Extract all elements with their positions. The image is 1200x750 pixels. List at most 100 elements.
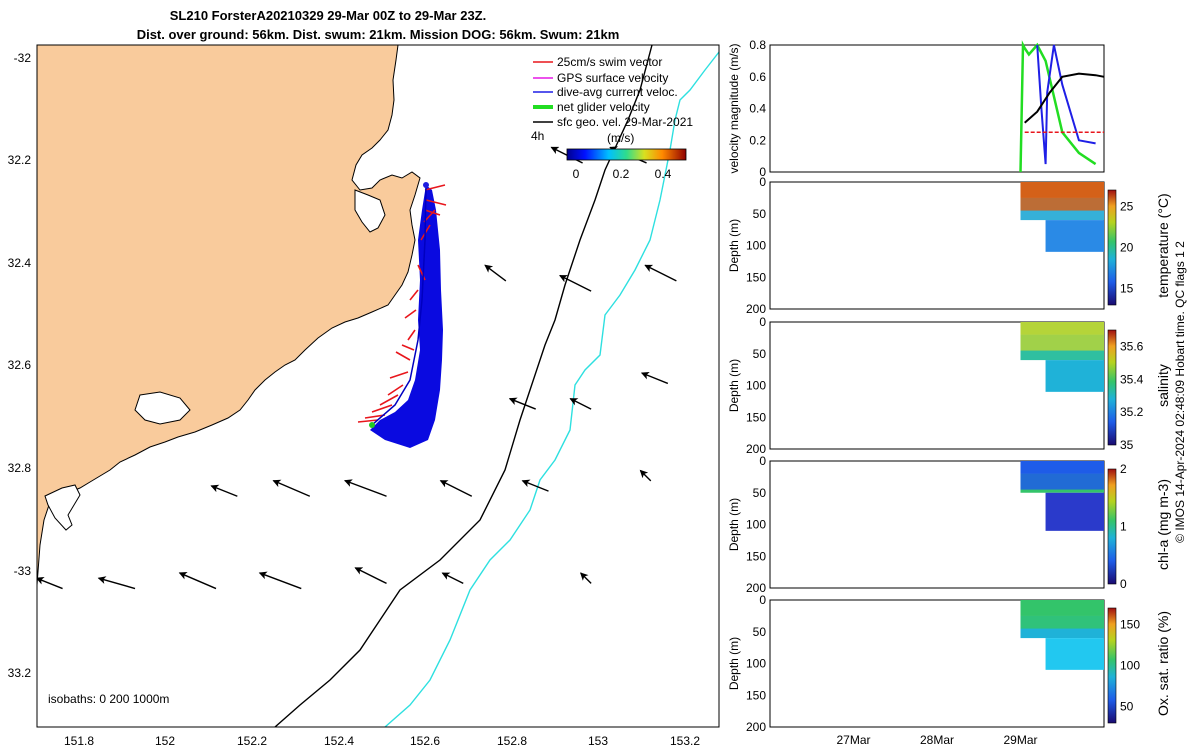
panel-y-tick: 150 (746, 549, 766, 563)
colorbar-tick: 1 (1120, 520, 1127, 534)
panel-y-tick: 0 (759, 175, 766, 189)
legend-note-4h: 4h (531, 129, 544, 143)
geo-vector-arrow (210, 484, 238, 497)
panel-y-tick: 0.6 (749, 70, 766, 84)
colorbar-tick: 35.2 (1120, 405, 1144, 419)
isobath-1000m (384, 51, 719, 727)
geo-vector-arrow (644, 264, 677, 282)
geo-vector-arrow (441, 572, 464, 585)
panel-y-tick: 0 (759, 593, 766, 607)
profile-field-band (1045, 220, 1104, 252)
map-x-tick: 152.6 (410, 734, 440, 748)
profile-field-surface (1020, 461, 1104, 490)
panel-3: 0 50 100 150 200 0 1 2 chl-a (mg m-3) Depth (m) (727, 454, 1171, 595)
geo-vector-arrow (258, 571, 302, 590)
panel-y-tick: 200 (746, 720, 766, 734)
map-y-tick: 32.8 (8, 461, 32, 475)
land-inlet-3 (44, 484, 81, 531)
panel-y-tick: 100 (746, 379, 766, 393)
colorbar-tick: 35 (1120, 438, 1134, 452)
colorbar-tick: 2 (1120, 462, 1127, 476)
panel-y-tick: 50 (753, 486, 767, 500)
panel-y-tick: 0 (759, 165, 766, 179)
colorbar-tick: 50 (1120, 700, 1134, 714)
glider-end-marker (369, 422, 375, 428)
geo-vector-arrow (439, 480, 473, 497)
panel-y-label: Depth (m) (727, 498, 741, 551)
panel-0: 0 0.2 0.4 0.6 0.8 velocity magnitude (m/s) (727, 38, 1105, 179)
colorbar-tick: 0 (573, 167, 580, 181)
geostrophic-vector-field (37, 146, 677, 590)
profile-field-surface (1020, 600, 1104, 629)
panel-y-tick: 0 (759, 454, 766, 468)
glider-start-marker (423, 182, 429, 188)
geo-vector-arrow (37, 577, 63, 590)
map-y-tick: -32 (14, 51, 32, 65)
profile-field-band (1045, 360, 1104, 392)
geo-vector-arrow (354, 567, 387, 585)
panel-y-tick: 150 (746, 688, 766, 702)
map-y-tick: 32.4 (8, 256, 32, 270)
legend-label-swim: 25cm/s swim vector (557, 55, 662, 69)
panel-y-tick: 0.4 (749, 102, 766, 116)
isobaths-note: isobaths: 0 200 1000m (48, 692, 169, 706)
legend-label-current: dive-avg current veloc. (557, 85, 678, 99)
profile-field-surface (1020, 322, 1104, 351)
map-panel: 151.8 152 152.2 152.4 152.6 152.8 153 15… (8, 44, 720, 748)
legend-label-geo: sfc geo. vel. 29-Mar-2021 (557, 115, 693, 129)
panel-y-tick: 100 (746, 518, 766, 532)
velocity-series-line (1024, 72, 1105, 124)
panel-y-tick: 50 (753, 625, 767, 639)
panel-y-tick: 150 (746, 270, 766, 284)
panel-frame (769, 44, 1105, 173)
panel-y-tick: 100 (746, 657, 766, 671)
map-y-tick: 32.2 (8, 153, 32, 167)
profile-field-band (1045, 638, 1104, 670)
panel-1: 0 50 100 150 200 15 20 25 temperature (°C) Depth … (727, 175, 1171, 316)
geo-vector-arrow (272, 479, 311, 497)
colorbar-tick: 35.4 (1120, 372, 1144, 386)
panel-y-tick: 200 (746, 581, 766, 595)
panel-y-tick: 0.8 (749, 38, 766, 52)
colorbar-tick: 0.4 (655, 167, 672, 181)
map-title-line1: SL210 ForsterA20210329 29-Mar 00Z to 29-… (170, 8, 487, 23)
map-x-tick: 153.2 (670, 734, 700, 748)
panel-y-tick: 50 (753, 207, 767, 221)
geo-vector-arrow (639, 469, 652, 482)
map-y-tick: 33.2 (8, 666, 32, 680)
panel-colorbar (1107, 189, 1117, 306)
panel-4: 0 50 100 150 200 50 100 150 Ox. sat. ratio (%) De… (727, 593, 1171, 734)
geo-vector-arrow (569, 398, 592, 410)
map-y-tick: -33 (14, 564, 32, 578)
legend-label-gps: GPS surface velocity (557, 71, 668, 85)
imos-credit-note: © IMOS 14-Apr-2024 02:48:09 Hobart time.… (1173, 241, 1187, 543)
colorbar-label: Ox. sat. ratio (%) (1155, 611, 1171, 716)
map-x-tick: 152.4 (324, 734, 354, 748)
panel-y-tick: 0 (759, 315, 766, 329)
geo-vector-arrow (521, 479, 549, 492)
colorbar-label: chl-a (mg m-3) (1155, 479, 1171, 570)
date-tick-label: 27Mar (836, 733, 870, 747)
map-y-tick: 32.6 (8, 358, 32, 372)
profile-field-band (1045, 492, 1104, 531)
map-legend: 25cm/s swim vector GPS surface velocity … (531, 55, 693, 181)
panel-y-label: Depth (m) (727, 359, 741, 412)
map-x-tick: 152 (155, 734, 175, 748)
map-x-tick: 153 (588, 734, 608, 748)
colorbar-tick: 20 (1120, 241, 1134, 255)
map-y-tick-labels: -32 32.2 32.4 32.6 32.8 -33 33.2 (8, 51, 32, 680)
colorbar-tick: 15 (1120, 282, 1134, 296)
panel-colorbar (1107, 607, 1117, 724)
colorbar-tick: 150 (1120, 617, 1140, 631)
panel-colorbar (1107, 329, 1117, 446)
map-x-tick: 152.8 (497, 734, 527, 748)
land-inlet-2 (134, 391, 191, 425)
colorbar-tick: 35.6 (1120, 339, 1144, 353)
velocity-series-line (1036, 44, 1096, 165)
colorbar-tick: 0 (1120, 577, 1127, 591)
panel-y-tick: 0.2 (749, 133, 766, 147)
colorbar-label: salinity (1155, 364, 1171, 407)
panel-y-tick: 200 (746, 302, 766, 316)
date-tick-label: 29Mar (1003, 733, 1037, 747)
land-inlet-1 (354, 189, 386, 233)
